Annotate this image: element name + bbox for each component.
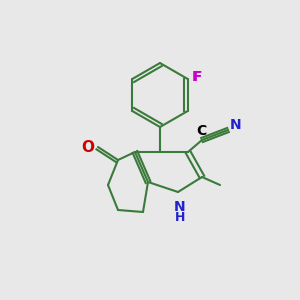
Text: F: F [193, 70, 202, 84]
Text: C: C [196, 124, 206, 138]
Text: N: N [230, 118, 242, 132]
Text: O: O [81, 140, 94, 154]
Text: F: F [192, 70, 201, 84]
Text: H: H [175, 211, 185, 224]
Text: N: N [174, 200, 186, 214]
